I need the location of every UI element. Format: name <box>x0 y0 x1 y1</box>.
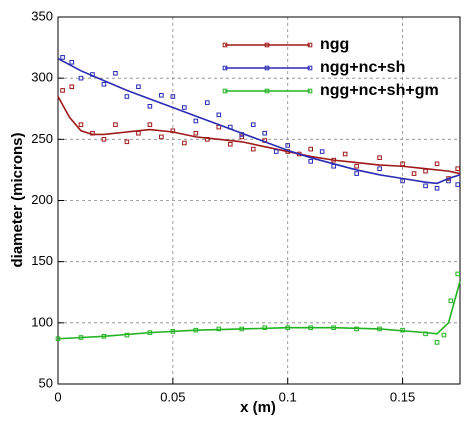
legend-label: ngg+nc+sh <box>320 59 405 76</box>
y-tick-label: 200 <box>31 192 53 207</box>
sample-point <box>193 130 199 136</box>
sample-point <box>262 130 268 136</box>
sample-point <box>101 81 107 87</box>
x-tick-label: 0.1 <box>279 389 297 404</box>
fit-line <box>57 281 461 340</box>
x-tick-label: 0.15 <box>390 389 415 404</box>
legend-marker <box>307 42 313 48</box>
sample-point <box>455 166 461 171</box>
legend-marker <box>307 88 313 94</box>
sample-point <box>285 143 291 148</box>
sample-point <box>308 159 313 164</box>
legend-label: ngg+nc+sh+gm <box>320 82 439 99</box>
sample-point <box>147 122 153 127</box>
x-tick-label: 0.05 <box>160 389 185 404</box>
y-axis-label: diameter (microns) <box>9 132 26 267</box>
sample-point <box>182 140 187 146</box>
legend-marker <box>307 65 313 71</box>
legend-marker <box>264 65 270 71</box>
sample-point <box>441 332 447 338</box>
sample-point <box>434 185 440 191</box>
sample-point <box>193 118 199 124</box>
sample-point <box>124 139 130 145</box>
sample-point <box>182 105 187 110</box>
sample-point <box>69 84 75 90</box>
sample-point <box>147 104 153 109</box>
fit-line <box>57 96 461 175</box>
sample-point <box>423 183 428 189</box>
plot-frame <box>57 16 461 385</box>
sample-point <box>101 137 107 142</box>
legend-label: ngg <box>320 36 349 53</box>
sample-point <box>159 92 164 98</box>
sample-point <box>78 122 84 127</box>
sample-point <box>113 122 118 127</box>
y-tick-label: 50 <box>39 375 53 390</box>
sample-point <box>455 271 461 277</box>
sample-point <box>216 112 222 118</box>
sample-point <box>205 100 210 105</box>
sample-point <box>342 151 348 157</box>
sample-point <box>448 298 454 304</box>
fit-line <box>57 57 461 185</box>
x-axis-label: x (m) <box>240 399 276 416</box>
sample-point <box>423 168 428 174</box>
legend-marker <box>264 88 270 94</box>
sample-point <box>319 149 325 154</box>
sample-point <box>239 134 245 140</box>
sample-point <box>273 149 279 154</box>
sample-point <box>78 75 84 81</box>
sample-point <box>377 155 382 160</box>
sample-point <box>69 59 75 65</box>
legend-marker <box>264 42 270 48</box>
sample-point <box>411 171 417 176</box>
sample-point <box>60 88 65 93</box>
sample-point <box>377 166 382 171</box>
sample-point <box>250 122 256 127</box>
sample-point <box>434 340 440 345</box>
sample-point <box>60 55 65 60</box>
sample-point <box>354 171 359 176</box>
sample-point <box>136 84 141 90</box>
y-tick-label: 300 <box>31 70 53 85</box>
sample-point <box>308 146 313 152</box>
legend-marker <box>222 65 228 71</box>
sample-point <box>113 70 118 76</box>
x-tick-label: 0 <box>54 389 61 404</box>
sample-point <box>434 161 440 167</box>
y-tick-label: 100 <box>31 314 53 329</box>
sample-point <box>170 94 176 99</box>
sample-point <box>250 146 256 152</box>
y-tick-label: 250 <box>31 131 53 146</box>
sample-point <box>136 130 141 136</box>
y-tick-label: 150 <box>31 253 53 268</box>
sample-point <box>354 163 359 169</box>
sample-point <box>159 134 164 140</box>
sample-point <box>124 94 130 99</box>
sample-point <box>331 163 336 169</box>
legend-marker <box>222 88 228 94</box>
y-tick-label: 350 <box>31 8 53 23</box>
sample-point <box>455 182 461 187</box>
sample-point <box>227 141 233 147</box>
legend-marker <box>222 42 228 48</box>
